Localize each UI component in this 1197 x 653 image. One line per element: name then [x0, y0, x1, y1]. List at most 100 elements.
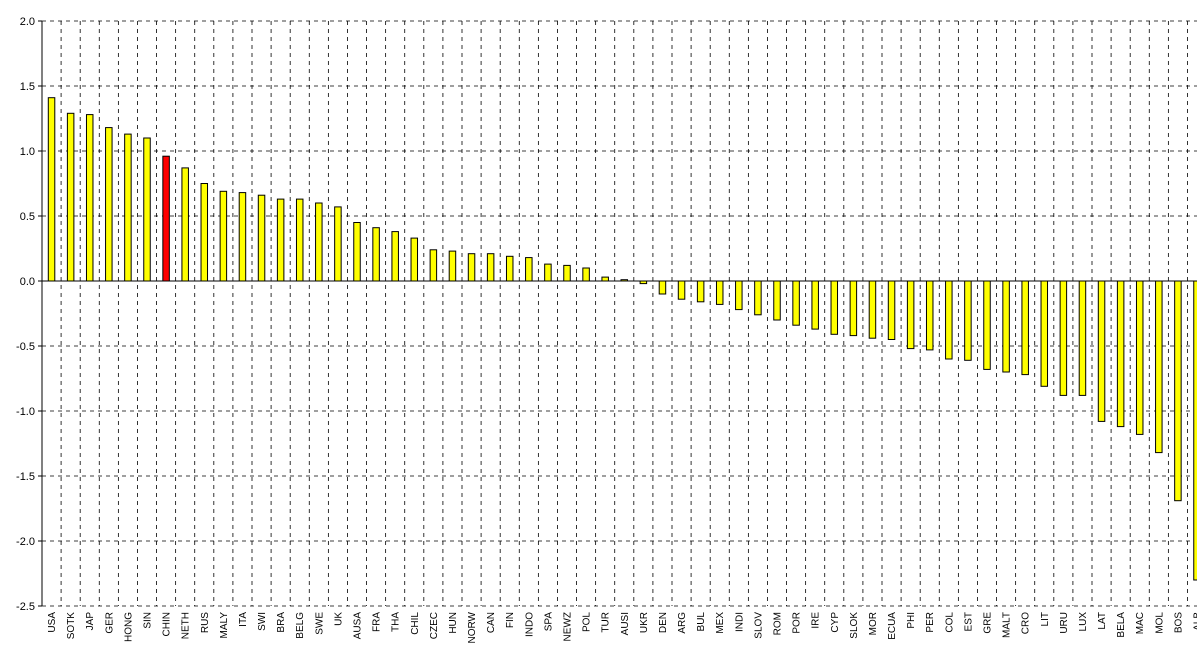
y-tick-label: 2.0 [20, 16, 35, 28]
x-tick-label: BUL [696, 612, 707, 632]
x-tick-label: LUX [1078, 612, 1089, 632]
x-tick-label: ARG [677, 612, 688, 634]
x-tick-label: SPA [543, 612, 554, 632]
x-tick-label: JAP [85, 612, 96, 631]
x-tick-label: EST [963, 612, 974, 631]
x-tick-label: PHI [906, 612, 917, 629]
x-tick-label: SWE [314, 612, 325, 635]
bar-ita [238, 192, 247, 282]
x-tick-label: CHIL [410, 612, 421, 635]
y-tick-label: 1.0 [20, 146, 35, 158]
x-tick-label: CZEC [429, 612, 440, 639]
bar-mol [1155, 280, 1163, 454]
bar-newz [563, 264, 571, 282]
bar-can [486, 253, 495, 282]
bar-ecua [887, 280, 896, 340]
x-tick-label: BELA [1116, 612, 1127, 638]
x-tick-label: POR [792, 612, 803, 634]
bar-lat [1097, 280, 1106, 422]
bar-rom [773, 280, 781, 321]
x-tick-label: SWI [257, 612, 268, 631]
bar-sotk [66, 112, 75, 282]
bar-uk [334, 206, 342, 282]
y-tick-label: -1.0 [16, 406, 35, 418]
bar-bra [276, 198, 285, 282]
x-tick-label: MALY [219, 612, 230, 639]
x-tick-label: DEN [658, 612, 669, 633]
y-tick-label: -0.5 [16, 341, 35, 353]
bar-por [792, 280, 800, 326]
axes [41, 21, 1197, 606]
bar-bos [1174, 280, 1182, 502]
x-tick-label: BRA [276, 612, 287, 633]
bar-bela [1116, 280, 1125, 428]
x-tick-label: CYP [830, 612, 841, 633]
x-tick-label: HONG [123, 612, 134, 642]
x-tick-label: GER [104, 612, 115, 634]
x-tick-label: MOR [868, 612, 879, 635]
x-tick-label: HUN [448, 612, 459, 634]
x-tick-label: LIT [1040, 612, 1051, 626]
bar-rus [200, 183, 209, 282]
x-tick-label: CAN [486, 612, 497, 633]
bar-hun [448, 250, 457, 282]
bar-den [658, 280, 667, 295]
x-tick-label: NORW [467, 611, 478, 643]
bar-hong [124, 133, 132, 282]
x-tick-label: SIN [143, 612, 154, 629]
bar-uru [1059, 280, 1068, 396]
bar-cyp [830, 280, 839, 335]
bar-malt [1002, 280, 1010, 373]
bar-ger [105, 127, 113, 282]
x-tick-label: CRO [1021, 612, 1032, 634]
x-tick-label: SOTK [66, 612, 77, 640]
bar-cro [1021, 280, 1029, 376]
y-tick-label: -2.5 [16, 601, 35, 613]
x-tick-label: UKR [639, 612, 650, 633]
bar-bul [696, 280, 705, 303]
bar-usa [47, 97, 56, 282]
x-tick-label: ROM [773, 612, 784, 635]
x-tick-label: NETH [181, 612, 192, 639]
x-tick-label: BOS [1173, 612, 1184, 633]
grid-lines [42, 20, 1197, 607]
bar-sin [143, 137, 151, 282]
bar-indi [735, 280, 743, 311]
x-tick-label: UK [333, 612, 344, 626]
x-tick-label: SLOV [753, 612, 764, 639]
bar-tur [601, 276, 609, 282]
y-tick-label: 0.0 [20, 276, 35, 288]
x-tick-label: LAT [1097, 612, 1108, 630]
x-tick-label: USA [47, 612, 58, 633]
x-tick-label: SLOK [849, 612, 860, 639]
bar-pol [582, 267, 590, 282]
bar-ire [811, 280, 819, 330]
bar-lit [1040, 280, 1049, 387]
x-tick-label: FRA [372, 612, 383, 632]
x-tick-label: AUSI [620, 612, 631, 635]
bar-chin [162, 155, 170, 282]
x-tick-label: GRE [983, 612, 994, 634]
y-tick-label: -1.5 [16, 471, 35, 483]
bar-swi [257, 194, 266, 282]
x-tick-label: ECUA [887, 612, 898, 640]
bar-slov [754, 280, 762, 316]
x-tick-label: MOL [1154, 612, 1165, 634]
x-tick-label: INDI [734, 612, 745, 632]
x-tick-label: BELG [295, 612, 306, 639]
bar-est [964, 280, 972, 361]
x-tick-label: FIN [505, 612, 516, 628]
bar-jap [85, 114, 94, 282]
bar-gre [983, 280, 991, 370]
bar-ausa [353, 222, 361, 282]
bar-swe [315, 202, 323, 282]
bar-fra [372, 227, 380, 282]
x-tick-label: THA [391, 612, 402, 632]
bar-per [925, 280, 934, 351]
bar-mex [715, 280, 724, 305]
bar-belg [295, 198, 304, 282]
bar-arg [677, 280, 686, 300]
x-tick-label: URU [1059, 612, 1070, 634]
x-tick-label: IRE [811, 612, 822, 629]
